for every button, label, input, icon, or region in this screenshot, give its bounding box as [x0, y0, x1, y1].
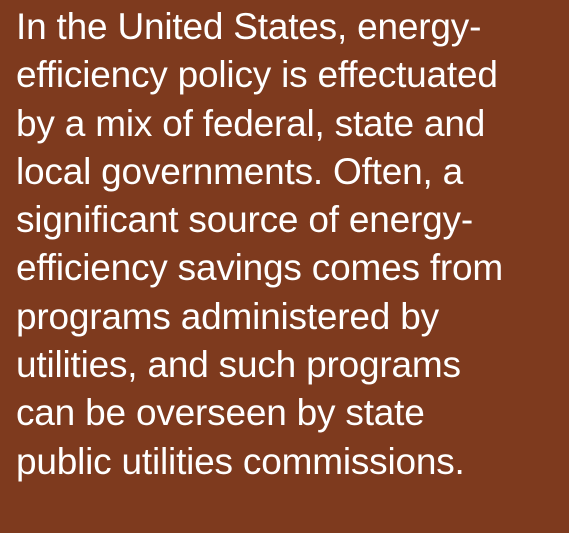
text-line: programs administered by [16, 295, 439, 337]
text-line: public utilities commissions. [16, 440, 465, 482]
text-line: efficiency policy is effectuated [16, 54, 498, 96]
text-line: local governments. Often, a [16, 150, 464, 192]
text-line: by a mix of federal, state and [16, 102, 486, 144]
text-line: utilities, and such programs [16, 344, 461, 386]
text-line: efficiency savings comes from [16, 247, 504, 289]
text-line: In the United States, energy- [16, 6, 482, 47]
text-line: significant source of energy- [16, 199, 473, 241]
text-line: can be overseen by state [16, 392, 425, 434]
